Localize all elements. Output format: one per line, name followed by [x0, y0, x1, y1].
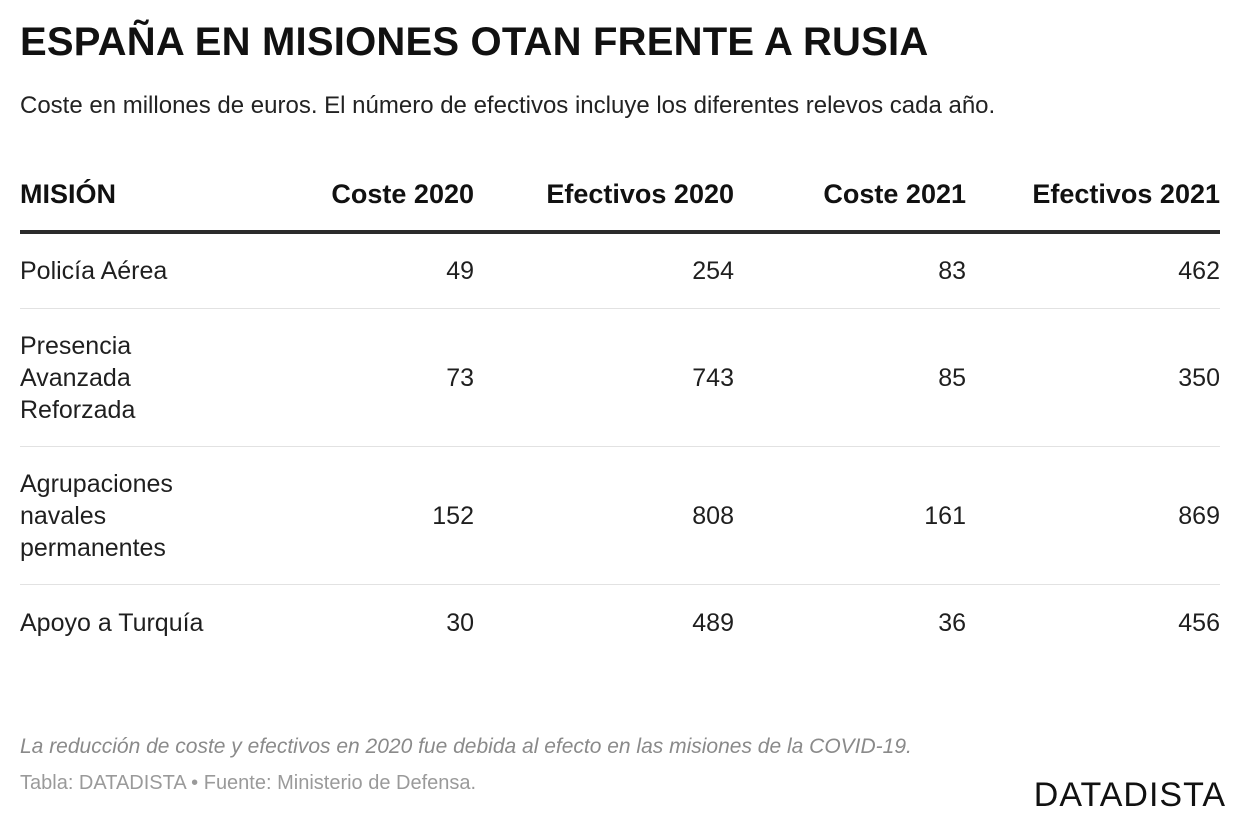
cell-mision: Apoyo a Turquía — [20, 609, 204, 637]
table-row: Presencia Avanzada Reforzada 73 743 85 3… — [20, 308, 1220, 447]
table-header-row: MISIÓN Coste 2020 Efectivos 2020 Coste 2… — [20, 176, 1220, 234]
cell-coste-2021: 161 — [734, 446, 966, 585]
brand-logo: DATADISTA — [1033, 776, 1226, 814]
cell-efectivos-2021: 456 — [1178, 609, 1220, 637]
table-row: Apoyo a Turquía 30 489 36 456 — [20, 585, 1220, 662]
chart-title: ESPAÑA EN MISIONES OTAN FRENTE A RUSIA — [20, 20, 929, 64]
column-header-mision: MISIÓN — [20, 176, 234, 234]
chart-subtitle: Coste en millones de euros. El número de… — [20, 92, 996, 119]
data-table: MISIÓN Coste 2020 Efectivos 2020 Coste 2… — [20, 176, 1220, 661]
cell-coste-2020: 73 — [234, 308, 474, 447]
column-header-efectivos-2021: Efectivos 2021 — [966, 176, 1220, 234]
table-row: Agrupaciones navales permanentes 152 808… — [20, 446, 1220, 585]
column-header-coste-2020: Coste 2020 — [234, 176, 474, 234]
cell-efectivos-2020: 254 — [474, 232, 734, 309]
column-header-coste-2021: Coste 2021 — [734, 176, 966, 234]
cell-mision: Presencia Avanzada Reforzada — [20, 308, 234, 447]
cell-mision: Agrupaciones navales permanentes — [20, 446, 234, 585]
column-header-efectivos-2020: Efectivos 2020 — [474, 176, 734, 234]
source-credit: Tabla: DATADISTA • Fuente: Ministerio de… — [20, 772, 477, 794]
cell-efectivos-2021: 869 — [966, 446, 1220, 585]
cell-efectivos-2021: 350 — [966, 308, 1220, 447]
cell-efectivos-2020: 808 — [474, 446, 734, 585]
cell-efectivos-2021: 462 — [966, 232, 1220, 309]
cell-coste-2020: 152 — [234, 446, 474, 585]
cell-coste-2020: 30 — [446, 609, 474, 637]
cell-coste-2020: 49 — [234, 232, 474, 309]
cell-efectivos-2020: 489 — [692, 609, 734, 637]
footnote: La reducción de coste y efectivos en 202… — [20, 735, 912, 758]
cell-mision: Policía Aérea — [20, 232, 234, 309]
cell-coste-2021: 85 — [734, 308, 966, 447]
cell-efectivos-2020: 743 — [474, 308, 734, 447]
table-row: Policía Aérea 49 254 83 462 — [20, 232, 1220, 309]
cell-coste-2021: 83 — [734, 232, 966, 309]
cell-coste-2021: 36 — [938, 609, 966, 637]
